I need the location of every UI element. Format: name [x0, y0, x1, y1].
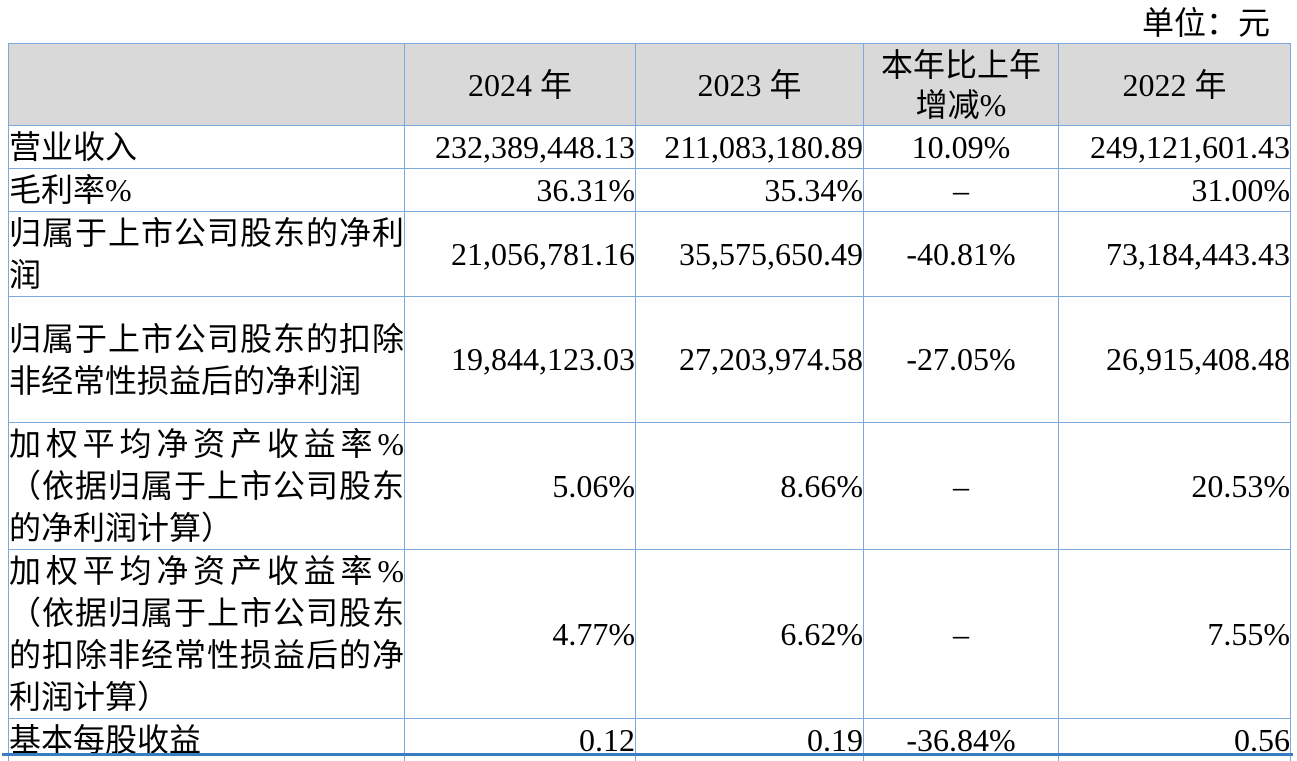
- value-yoy: 10.09%: [863, 125, 1059, 169]
- header-yoy-text: 本年比上年增减%: [880, 46, 1041, 123]
- value-2024: 36.31%: [404, 168, 636, 212]
- financial-summary-table: 2024 年 2023 年 本年比上年增减% 2022 年 营业收入 232,3…: [8, 43, 1291, 761]
- header-2023: 2023 年: [635, 43, 864, 126]
- table-row: 归属于上市公司股东的净利润 21,056,781.16 35,575,650.4…: [8, 211, 1291, 297]
- value-2024: 232,389,448.13: [404, 125, 636, 169]
- value-2023: 8.66%: [635, 422, 864, 550]
- value-2024: 19,844,123.03: [404, 296, 636, 423]
- value-2022: 249,121,601.43: [1058, 125, 1291, 169]
- value-2022: 26,915,408.48: [1058, 296, 1291, 423]
- table-row: 加权平均净资产收益率%（依据归属于上市公司股东的扣除非经常性损益后的净利润计算）…: [8, 549, 1291, 719]
- value-2023: 35,575,650.49: [635, 211, 864, 297]
- header-2024: 2024 年: [404, 43, 636, 126]
- value-2022: 73,184,443.43: [1058, 211, 1291, 297]
- table-header-row: 2024 年 2023 年 本年比上年增减% 2022 年: [8, 43, 1291, 126]
- metric-label: 加权平均净资产收益率%（依据归属于上市公司股东的净利润计算）: [8, 422, 405, 550]
- value-2022: 20.53%: [1058, 422, 1291, 550]
- value-2023: 27,203,974.58: [635, 296, 864, 423]
- unit-label: 单位：元: [1141, 5, 1270, 41]
- value-yoy: –: [863, 549, 1059, 719]
- value-yoy: –: [863, 168, 1059, 212]
- metric-label: 归属于上市公司股东的扣除非经常性损益后的净利润: [8, 296, 405, 423]
- header-2022: 2022 年: [1058, 43, 1291, 126]
- page-bottom-rule: [2, 753, 1293, 756]
- value-2023: 35.34%: [635, 168, 864, 212]
- metric-label: 归属于上市公司股东的净利润: [8, 211, 405, 297]
- metric-label: 营业收入: [8, 125, 405, 169]
- value-2022: 7.55%: [1058, 549, 1291, 719]
- table-row: 归属于上市公司股东的扣除非经常性损益后的净利润 19,844,123.03 27…: [8, 296, 1291, 423]
- table-row: 营业收入 232,389,448.13 211,083,180.89 10.09…: [8, 125, 1291, 169]
- metric-label: 毛利率%: [8, 168, 405, 212]
- value-2023: 6.62%: [635, 549, 864, 719]
- table-row: 加权平均净资产收益率%（依据归属于上市公司股东的净利润计算） 5.06% 8.6…: [8, 422, 1291, 550]
- metric-label: 加权平均净资产收益率%（依据归属于上市公司股东的扣除非经常性损益后的净利润计算）: [8, 549, 405, 719]
- table-row: 毛利率% 36.31% 35.34% – 31.00%: [8, 168, 1291, 212]
- value-2024: 4.77%: [404, 549, 636, 719]
- value-2023: 211,083,180.89: [635, 125, 864, 169]
- value-yoy: –: [863, 422, 1059, 550]
- header-yoy: 本年比上年增减%: [863, 43, 1059, 126]
- value-2022: 31.00%: [1058, 168, 1291, 212]
- value-2024: 21,056,781.16: [404, 211, 636, 297]
- header-blank: [8, 43, 405, 126]
- value-yoy: -27.05%: [863, 296, 1059, 423]
- value-2024: 5.06%: [404, 422, 636, 550]
- value-yoy: -40.81%: [863, 211, 1059, 297]
